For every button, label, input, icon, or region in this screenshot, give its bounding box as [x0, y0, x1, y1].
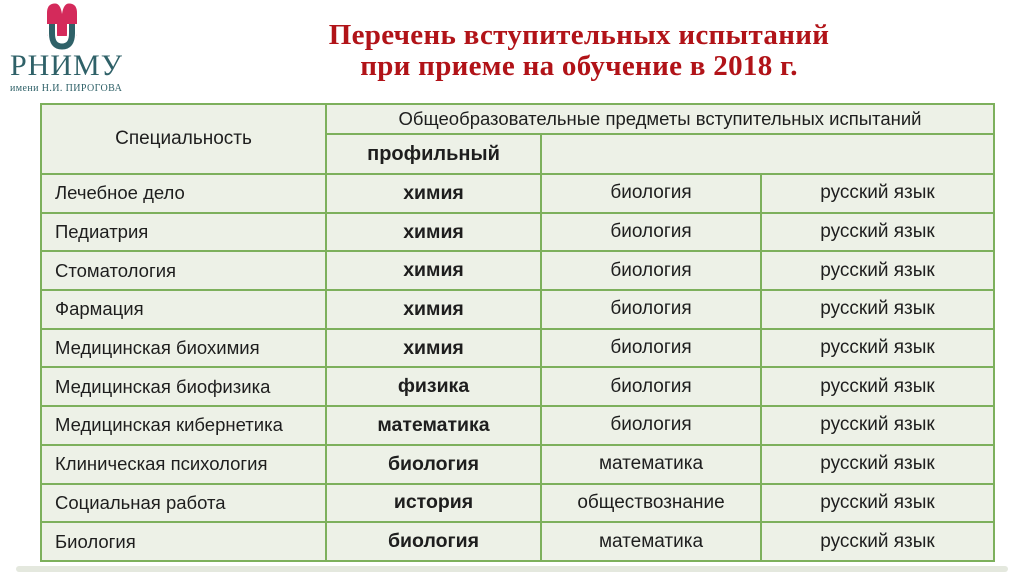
second-subject-cell: биология — [540, 211, 762, 253]
table-shadow — [16, 566, 1008, 572]
second-subject-cell: биология — [540, 289, 762, 330]
table-header: Специальность Общеобразовательные предме… — [40, 103, 996, 175]
second-subject-cell: математика — [540, 443, 762, 485]
profile-subject-cell: химия — [325, 327, 542, 369]
page-title-line2: при приеме на обучение в 2018 г. — [360, 50, 798, 82]
table-row: Клиническая психология биология математи… — [40, 443, 996, 485]
specialty-cell: Фармация — [40, 289, 327, 330]
table-row: Педиатрия химия биология русский язык — [40, 211, 996, 253]
table-row: Медицинская биофизика физика биология ру… — [40, 366, 996, 408]
specialty-cell: Медицинская биофизика — [40, 366, 327, 408]
table-row: Медицинская кибернетика математика биоло… — [40, 405, 996, 446]
profile-subject-cell: химия — [325, 173, 542, 214]
second-subject-cell: математика — [540, 521, 762, 562]
header-row-2: профильный — [41, 133, 996, 175]
page-title-line1: Перечень вступительных испытаний — [328, 19, 830, 51]
page-title: Перечень вступительных испытаний при при… — [150, 20, 1008, 82]
university-emblem-icon — [10, 0, 114, 52]
table-row: Социальная работа история обществознание… — [40, 482, 996, 524]
third-subject-cell: русский язык — [759, 250, 996, 292]
profile-subject-cell: история — [325, 482, 542, 524]
logo-subtitle: имени Н.И. ПИРОГОВА — [10, 83, 123, 94]
specialty-cell: Биология — [40, 521, 327, 562]
specialty-cell: Медицинская биохимия — [40, 327, 327, 369]
second-subject-cell: биология — [540, 250, 762, 292]
table-row: Биология биология математика русский язы… — [40, 521, 996, 562]
profile-subject-cell: химия — [325, 211, 542, 253]
third-subject-cell: русский язык — [759, 405, 996, 446]
second-subject-cell: биология — [540, 327, 762, 369]
logo-acronym: РНИМУ — [10, 49, 123, 82]
second-subject-cell: биология — [540, 173, 762, 214]
header-row-1: Специальность Общеобразовательные предме… — [40, 103, 996, 175]
subjects-group-header: Общеобразовательные предметы вступительн… — [324, 103, 996, 135]
specialty-cell: Стоматология — [40, 250, 327, 292]
table-row: Стоматология химия биология русский язык — [40, 250, 996, 292]
table-row: Фармация химия биология русский язык — [40, 289, 996, 330]
third-subject-cell: русский язык — [759, 211, 996, 253]
third-subject-cell: русский язык — [759, 366, 996, 408]
entrance-exams-table-wrap: Специальность Общеобразовательные предме… — [40, 103, 996, 562]
specialty-cell: Клиническая психология — [40, 443, 327, 485]
third-subject-cell: русский язык — [759, 443, 996, 485]
table-body: Лечебное дело химия биология русский язы… — [40, 173, 996, 562]
second-subject-cell: обществознание — [540, 482, 762, 524]
third-subject-cell: русский язык — [759, 327, 996, 369]
profile-subject-cell: математика — [325, 405, 542, 446]
table-row: Лечебное дело химия биология русский язы… — [40, 173, 996, 214]
third-subject-cell: русский язык — [759, 521, 996, 562]
specialty-column-header: Специальность — [40, 103, 327, 175]
second-subject-cell: биология — [540, 405, 762, 446]
profile-subject-cell: биология — [325, 443, 542, 485]
logo-container: РНИМУ имени Н.И. ПИРОГОВА — [10, 0, 123, 94]
empty-header-cell — [539, 133, 996, 175]
profile-column-header: профильный — [325, 133, 542, 175]
third-subject-cell: русский язык — [759, 289, 996, 330]
specialty-cell: Медицинская кибернетика — [40, 405, 327, 446]
profile-subject-cell: химия — [325, 250, 542, 292]
specialty-cell: Педиатрия — [40, 211, 327, 253]
third-subject-cell: русский язык — [759, 482, 996, 524]
entrance-exams-table: Специальность Общеобразовательные предме… — [40, 103, 996, 562]
third-subject-cell: русский язык — [759, 173, 996, 214]
table-row: Медицинская биохимия химия биология русс… — [40, 327, 996, 369]
second-subject-cell: биология — [540, 366, 762, 408]
profile-subject-cell: физика — [325, 366, 542, 408]
specialty-cell: Лечебное дело — [40, 173, 327, 214]
profile-subject-cell: химия — [325, 289, 542, 330]
specialty-cell: Социальная работа — [40, 482, 327, 524]
profile-subject-cell: биология — [325, 521, 542, 562]
